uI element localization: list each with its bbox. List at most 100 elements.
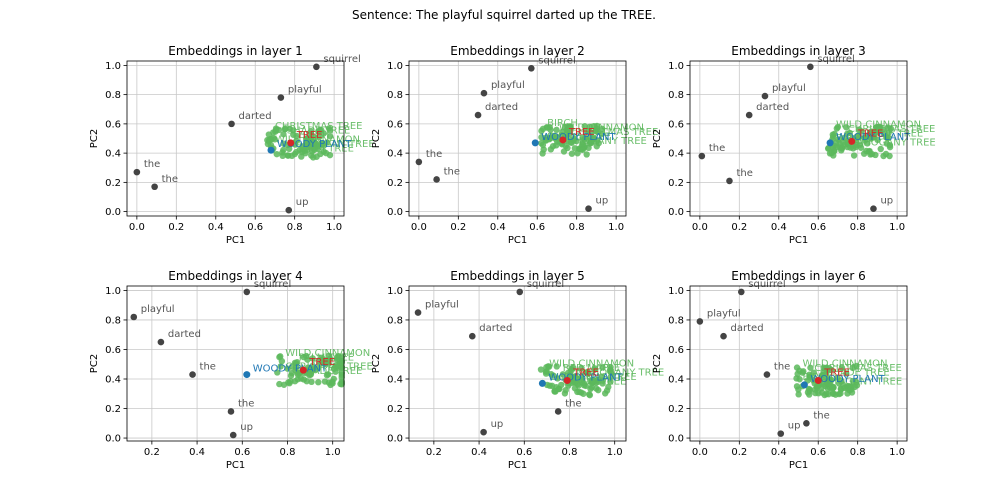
y-tick-label: 0.4: [668, 375, 684, 386]
token-point: [698, 152, 706, 160]
related-word-point: [856, 141, 864, 148]
related-word-point: [280, 146, 287, 154]
x-tick-label: 0.8: [562, 447, 578, 458]
x-axis-label: PC1: [226, 235, 245, 246]
target-point: [559, 136, 567, 144]
related-word-label: WILD CINNAMON: [275, 134, 360, 145]
token-point: [277, 94, 285, 101]
related-word-point: [582, 382, 590, 390]
related-word-point: [562, 386, 569, 394]
token-label: playful: [425, 300, 459, 311]
related-word-point: [831, 130, 838, 138]
token-label: the: [426, 149, 442, 160]
y-tick-label: 0.6: [105, 119, 121, 130]
related-word-point: [567, 139, 574, 146]
token-point: [807, 63, 814, 71]
related-word-point: [854, 132, 862, 139]
related-word-point: [849, 364, 856, 372]
token-point: [761, 92, 769, 100]
related-word-point: [273, 126, 280, 134]
y-tick-label: 0.2: [387, 178, 403, 189]
y-tick-label: 0.8: [105, 90, 121, 101]
axes-frame: [408, 60, 627, 217]
related-word-point: [561, 124, 569, 131]
related-word-label: SHADE TREE: [287, 125, 351, 136]
x-tick-label: 1.0: [326, 222, 342, 233]
related-word-point: [587, 385, 594, 393]
token-label: squirrel: [323, 54, 360, 65]
token-label: squirrel: [254, 279, 291, 290]
related-word-label: WILD CINNAMON: [559, 122, 644, 133]
related-word-point: [830, 384, 837, 391]
x-tick-label: 1.0: [889, 447, 905, 458]
related-word-point: [581, 123, 588, 130]
related-word-point: [553, 363, 560, 370]
target-label: TREE: [572, 367, 599, 378]
related-word-point: [303, 135, 310, 143]
related-word-point: [833, 139, 840, 146]
y-tick-label: 0.0: [387, 434, 403, 445]
related-word-point: [867, 128, 875, 135]
token-label: darted: [239, 111, 272, 122]
token-label: the: [444, 166, 460, 177]
x-tick-label: 0.8: [280, 447, 296, 458]
token-label: the: [238, 398, 254, 409]
related-word-point: [815, 389, 822, 397]
related-word-point: [864, 140, 871, 147]
x-tick-label: 0.2: [168, 222, 184, 233]
token-point: [696, 318, 704, 325]
related-word-point: [881, 130, 888, 138]
subplot-6: 0.0 0.2 0.4 0.6 0.8 1.0 0.0 0.2 0.4 0.6 0.8 1.0 WILD…: [652, 269, 908, 471]
x-tick-label: 1.0: [607, 447, 623, 458]
token-label: playful: [491, 80, 525, 91]
related-word-point: [329, 380, 336, 387]
token-label: playful: [772, 83, 806, 94]
related-word-point: [544, 124, 551, 131]
y-tick-label: 1.0: [668, 61, 684, 72]
y-tick-label: 0.4: [387, 149, 403, 160]
related-word-point: [288, 369, 296, 377]
related-word-point: [273, 150, 280, 158]
x-tick-label: 0.8: [569, 222, 585, 233]
related-word-point: [564, 369, 572, 377]
related-word-point: [553, 126, 560, 134]
x-axis-label: PC1: [789, 460, 808, 471]
x-tick-label: 0.4: [490, 222, 506, 233]
related-word-point: [290, 131, 297, 138]
token-point: [870, 205, 877, 212]
token-label: up: [880, 196, 893, 207]
y-tick-label: 0.4: [105, 375, 121, 386]
related-word-label: MAHOGANY TREE: [814, 376, 902, 387]
related-word-point: [311, 139, 319, 146]
x-tick-label: 0.0: [692, 222, 708, 233]
subplot-3: 0.0 0.2 0.4 0.6 0.8 1.0 0.0 0.2 0.4 0.6 0.8 1.0 WILD…: [652, 44, 936, 246]
related-word-label: BIRCH: [312, 357, 343, 368]
y-tick-label: 0.8: [387, 315, 403, 326]
related-word-point: [607, 378, 614, 385]
related-word-label: CHRISTMAS TREE: [285, 362, 373, 373]
related-word-point: [293, 137, 300, 145]
token-label: playful: [707, 308, 741, 319]
synonym-point: [243, 371, 251, 379]
x-tick-label: 0.6: [234, 447, 250, 458]
token-point: [468, 332, 476, 340]
token-label: playful: [288, 85, 322, 96]
token-label: darted: [731, 323, 764, 334]
y-tick-label: 0.2: [668, 178, 684, 189]
y-tick-label: 0.4: [105, 149, 121, 160]
target-point: [287, 139, 295, 147]
related-word-point: [326, 133, 334, 140]
related-word-point: [598, 130, 606, 138]
x-tick-label: 0.0: [129, 222, 145, 233]
token-point: [133, 168, 141, 176]
y-tick-label: 0.8: [668, 315, 684, 326]
related-word-point: [307, 370, 314, 377]
token-point: [433, 176, 440, 183]
related-word-point: [823, 364, 830, 372]
x-axis-label: PC1: [508, 235, 527, 246]
axes-frame: [126, 285, 345, 442]
token-point: [585, 205, 592, 212]
related-word-label: BIRCH: [299, 130, 330, 141]
y-tick-label: 1.0: [105, 61, 121, 72]
x-tick-label: 0.2: [731, 222, 747, 233]
